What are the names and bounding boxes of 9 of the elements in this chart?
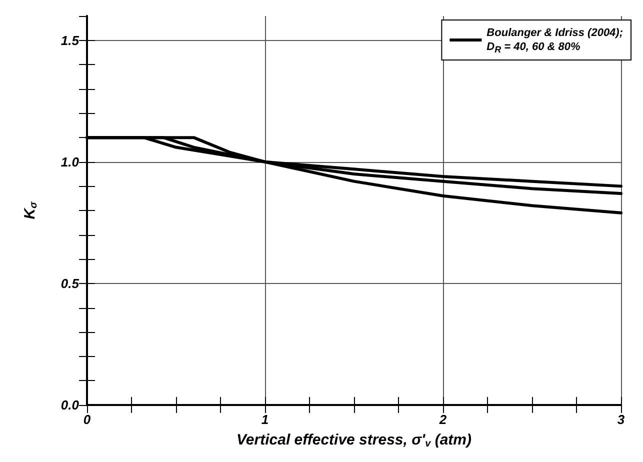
y-tick-label: 1.0 [60,154,80,170]
y-tick-label: 0.0 [60,398,80,412]
x-tick-label: 0 [83,412,92,427]
x-tick-label: 1 [261,412,269,427]
y-tick-label: 0.5 [60,276,80,291]
y-tick-label: 1.5 [60,32,80,48]
x-tick-label: 2 [438,412,448,427]
y-axis-title: Kσ [22,201,40,220]
x-tick-label: 3 [617,412,626,427]
